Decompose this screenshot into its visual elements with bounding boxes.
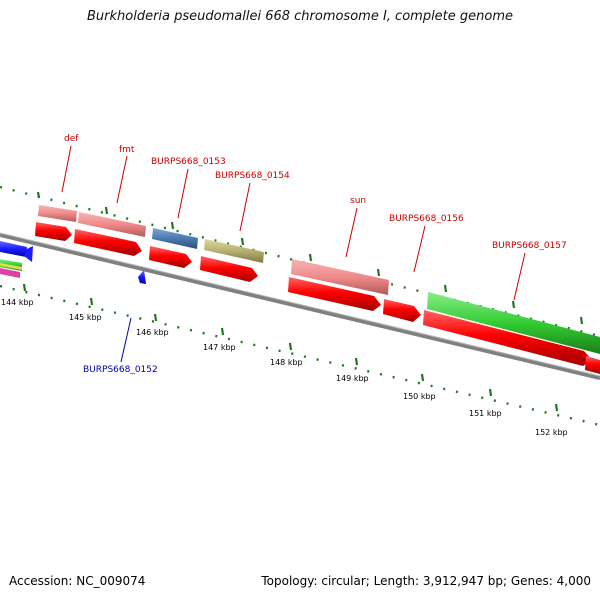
gene-0153-bar[interactable] [152, 228, 198, 249]
cds-next-arrow[interactable] [585, 356, 600, 374]
label-burps668-0152: BURPS668_0152 [83, 365, 158, 375]
reverse-gene-blue[interactable] [0, 241, 27, 257]
forward-gene-row [38, 205, 600, 354]
cds-def-arrow[interactable] [35, 222, 72, 241]
label-burps668-0153: BURPS668_0153 [151, 157, 226, 167]
cds-0156-arrow[interactable] [383, 299, 421, 322]
label-burps668-0154: BURPS668_0154 [215, 171, 290, 181]
topology-summary-text: Topology: circular; Length: 3,912,947 bp… [261, 574, 591, 588]
label-sun: sun [350, 196, 366, 206]
scale-label-149: 149 kbp [336, 374, 369, 383]
label-burps668-0156: BURPS668_0156 [389, 214, 464, 224]
cds-0153-arrow[interactable] [149, 246, 192, 268]
cds-fmt-arrow[interactable] [74, 229, 142, 256]
map-title: Burkholderia pseudomallei 668 chromosome… [86, 9, 514, 24]
scale-label-150: 150 kbp [403, 392, 436, 401]
outer-major-ticks [36, 191, 584, 325]
cds-arrow-row [35, 222, 600, 374]
accession-text: Accession: NC_009074 [9, 574, 146, 588]
gene-0152-arrow[interactable] [138, 270, 146, 284]
scale-label-145: 145 kbp [69, 313, 102, 322]
scale-label-151: 151 kbp [469, 409, 502, 418]
label-fmt: fmt [119, 145, 135, 155]
scale-label-144: 144 kbp [1, 298, 34, 307]
gene-fmt-bar[interactable] [78, 212, 146, 237]
scale-labels: 144 kbp 145 kbp 146 kbp 147 kbp 148 kbp … [1, 298, 568, 437]
scale-label-148: 148 kbp [270, 358, 303, 367]
scale-label-147: 147 kbp [203, 343, 236, 352]
gene-labels: def fmt BURPS668_0153 BURPS668_0154 sun … [64, 134, 567, 375]
reverse-gene-blue-head[interactable] [24, 246, 33, 262]
scale-label-146: 146 kbp [136, 328, 169, 337]
gene-def-bar[interactable] [38, 205, 77, 222]
label-leaders [61, 145, 526, 363]
cds-0154-arrow[interactable] [200, 256, 258, 282]
scale-label-152: 152 kbp [535, 428, 568, 437]
genome-backbone-highlight [0, 232, 600, 377]
cds-0157-arrow[interactable] [423, 310, 592, 366]
gene-0157-bar[interactable] [427, 292, 600, 354]
reverse-gene-row [0, 241, 146, 284]
reverse-gene-magenta[interactable] [0, 268, 20, 278]
inner-major-ticks [22, 283, 559, 412]
label-burps668-0157: BURPS668_0157 [492, 241, 567, 251]
label-def: def [64, 134, 79, 144]
gene-sun-bar[interactable] [291, 259, 389, 295]
genome-backbone [0, 233, 600, 380]
gene-0154-bar[interactable] [204, 239, 264, 263]
reverse-gene-yellow[interactable] [0, 263, 22, 270]
cds-sun-arrow[interactable] [288, 277, 381, 311]
